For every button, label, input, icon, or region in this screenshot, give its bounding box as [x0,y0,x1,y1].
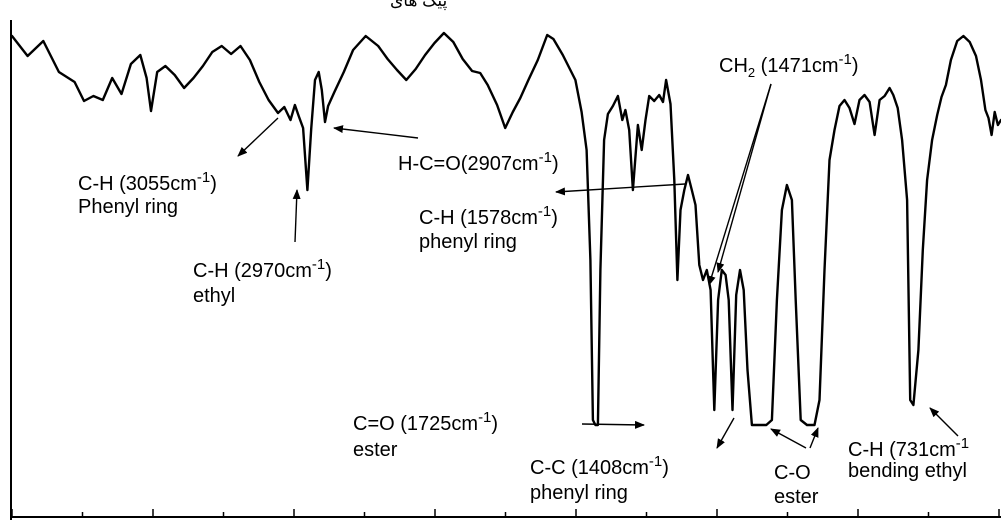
annotation-arrows [237,83,959,449]
annotation-labels: C-H (3055cm-1) Phenyl ring C-H (2970cm-1… [78,51,969,508]
label-ch-2970-2: ethyl [193,285,235,307]
label-ch-1578-2: phenyl ring [419,231,517,253]
label-ch-731-2: bending ethyl [848,460,967,482]
label-ch2-1471: CH2 (1471cm-1) [719,51,859,80]
arrow-ch2-b [716,83,772,273]
label-ch-1578: C-H (1578cm-1) [419,203,558,229]
top-caption: پیک های [390,0,448,11]
label-co-1725: C=O (1725cm-1) [353,409,498,435]
label-co-1725-2: ester [353,439,398,461]
spectrum-line [10,31,1001,427]
label-cc-1408-2: phenyl ring [530,482,628,504]
arrow-ch-1578 [555,183,686,196]
label-ch-2970: C-H (2970cm-1) [193,256,332,282]
label-ch-3055-2: Phenyl ring [78,196,178,218]
label-ch-3055: C-H (3055cm-1) [78,169,217,195]
arrow-co-1725 [581,420,645,429]
arrow-ch-3055 [237,117,279,157]
arrow-ch2-a [707,83,772,286]
label-hco-2907: H-C=O(2907cm-1) [398,149,559,175]
label-cc-1408: C-C (1408cm-1) [530,453,669,479]
x-axis-ticks [11,509,1000,517]
arrow-ch-731 [929,407,959,437]
label-c-o: C-O [774,462,811,484]
arrow-co-a [770,428,807,449]
arrow-cc-1408 [716,417,735,449]
arrow-ch-2970 [292,189,301,243]
arrow-co-b [809,427,819,449]
label-ch-731: C-H (731cm-1 [848,435,969,461]
label-c-o-2: ester [774,486,819,508]
arrow-hco-2907 [333,125,419,139]
